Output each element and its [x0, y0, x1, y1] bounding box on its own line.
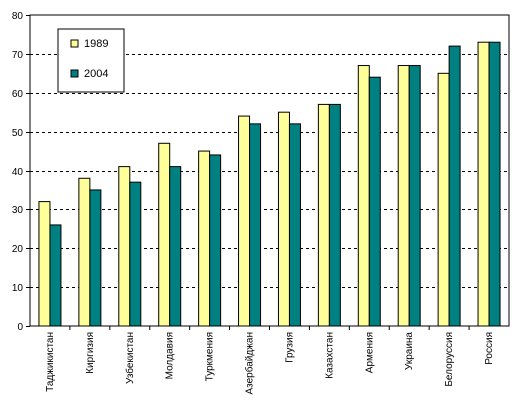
- bar-2004-Туркмения: [209, 154, 222, 327]
- bar-1989-Молдавия: [158, 142, 171, 327]
- bar-1989-Азербайджан: [238, 115, 251, 327]
- legend: 1989 2004: [57, 28, 125, 93]
- bar-1989-Белоруссия: [437, 72, 450, 327]
- legend-swatch-2004: [70, 69, 79, 78]
- axes: [26, 14, 510, 330]
- y-tick-label: 50: [12, 128, 24, 139]
- legend-swatch-1989: [70, 39, 79, 48]
- bar-1989-Грузия: [277, 111, 290, 327]
- category-label: Молдавия: [165, 332, 176, 379]
- y-tick-label: 30: [12, 205, 24, 216]
- y-tick-label: 70: [12, 50, 24, 61]
- category-label: Россия: [484, 332, 495, 365]
- y-tick-label: 80: [12, 11, 24, 22]
- y-tick-label: 10: [12, 283, 24, 294]
- legend-box: [57, 28, 125, 93]
- category-label: Армения: [364, 332, 375, 373]
- category-label: Украина: [404, 332, 415, 371]
- category-label: Туркмения: [205, 332, 216, 381]
- y-tick-label: 20: [12, 244, 24, 255]
- legend-label: 1989: [84, 38, 108, 50]
- bar-2004-Украина: [408, 65, 421, 327]
- bar-2004-Узбекистан: [129, 181, 142, 327]
- x-category-labels: Таджикистан Киргизия Узбекистан Молдавия Тур…: [45, 332, 495, 395]
- bar-2004-Казахстан: [328, 103, 341, 327]
- bar-2004-Армения: [368, 76, 381, 327]
- bar-2004-Россия: [488, 41, 501, 327]
- category-label: Узбекистан: [124, 332, 136, 384]
- category-label: Грузия: [284, 332, 295, 363]
- bar-1989-Таджикистан: [38, 201, 51, 327]
- bar-2004-Грузия: [288, 123, 301, 327]
- category-label: Таджикистан: [45, 332, 56, 392]
- y-tick-label: 0: [17, 322, 23, 333]
- bar-2004-Белоруссия: [448, 45, 461, 327]
- bar-1989-Туркмения: [198, 150, 211, 327]
- bar-1989-Узбекистан: [118, 166, 131, 327]
- bar-2004-Молдавия: [169, 166, 182, 327]
- bar-1989-Россия: [477, 41, 490, 327]
- bar-1989-Армения: [357, 65, 370, 327]
- category-label: Киргизия: [85, 332, 96, 374]
- category-label: Казахстан: [324, 332, 335, 379]
- category-label: Белоруссия: [444, 332, 455, 387]
- bar-2004-Киргизия: [89, 189, 102, 327]
- legend-label: 2004: [84, 68, 108, 80]
- category-label: Азербайджан: [244, 332, 256, 395]
- y-tick-label: 60: [12, 89, 24, 100]
- bar-2004-Таджикистан: [49, 224, 62, 327]
- bar-1989-Киргизия: [78, 177, 91, 327]
- y-tick-labels: 0 10 20 30 40 50 60 70 80: [12, 11, 24, 333]
- bar-1989-Казахстан: [317, 103, 330, 327]
- bar-1989-Украина: [397, 65, 410, 327]
- bar-2004-Азербайджан: [249, 123, 262, 327]
- y-tick-label: 40: [12, 167, 24, 178]
